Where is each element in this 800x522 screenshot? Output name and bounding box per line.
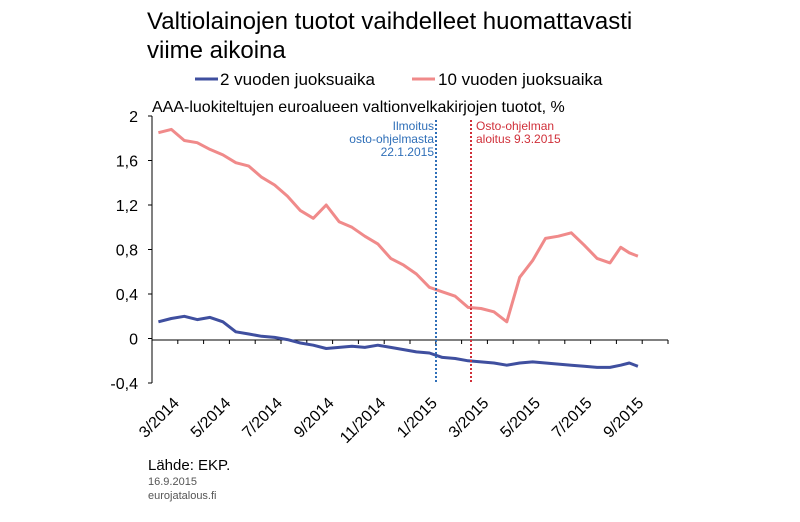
x-tick-label: 5/2014 bbox=[188, 395, 235, 442]
y-tick-label: 0,4 bbox=[116, 287, 138, 304]
x-tick-label: 7/2015 bbox=[549, 395, 596, 442]
program-start-label: aloitus 9.3.2015 bbox=[476, 132, 561, 146]
site-name: eurojatalous.fi bbox=[148, 490, 217, 502]
publication-date: 16.9.2015 bbox=[148, 476, 197, 488]
x-tick-label: 7/2014 bbox=[239, 395, 286, 442]
y-tick-label: 1,6 bbox=[116, 154, 138, 171]
x-tick-label: 5/2015 bbox=[497, 395, 544, 442]
x-tick-label: 3/2014 bbox=[136, 395, 183, 442]
chart-subtitle: AAA-luokiteltujen euroalueen valtionvelk… bbox=[152, 99, 565, 116]
source-note: Lähde: EKP. bbox=[148, 457, 230, 474]
x-tick-label: 3/2015 bbox=[446, 395, 493, 442]
x-tick-label: 9/2014 bbox=[291, 395, 338, 442]
y-tick-label: 0 bbox=[129, 332, 138, 349]
legend: 2 vuoden juoksuaika 10 vuoden juoksuaika bbox=[195, 70, 603, 89]
announcement-label: Ilmoitus bbox=[393, 119, 434, 133]
announcement-label: osto-ohjelmasta bbox=[349, 132, 434, 146]
chart-title-line-2: viime aikoina bbox=[147, 37, 286, 64]
program-start-label: Osto-ohjelman bbox=[476, 119, 554, 133]
y-tick-label: 2 bbox=[129, 109, 138, 126]
y-axis-ticks: 2 1,6 1,2 0,8 0,4 0 -0,4 bbox=[110, 109, 152, 393]
series-line-2y bbox=[158, 314, 639, 369]
announcement-label: 22.1.2015 bbox=[381, 145, 435, 159]
legend-label-10y: 10 vuoden juoksuaika bbox=[438, 70, 603, 89]
series-layer bbox=[158, 127, 639, 369]
chart-title-line-1: Valtiolainojen tuotot vaihdelleet huomat… bbox=[147, 8, 632, 35]
y-tick-label: 1,2 bbox=[116, 198, 138, 215]
series-line-10y bbox=[158, 127, 639, 324]
y-tick-label: 0,8 bbox=[116, 243, 138, 260]
x-tick-label: 9/2015 bbox=[601, 395, 648, 442]
legend-label-2y: 2 vuoden juoksuaika bbox=[220, 70, 376, 89]
x-tick-label: 1/2015 bbox=[394, 395, 441, 442]
x-axis-ticks: 3/2014 5/2014 7/2014 9/2014 11/2014 1/2015 3/2… bbox=[136, 340, 669, 447]
y-tick-label: -0,4 bbox=[110, 376, 138, 393]
x-tick-label: 11/2014 bbox=[337, 395, 389, 447]
